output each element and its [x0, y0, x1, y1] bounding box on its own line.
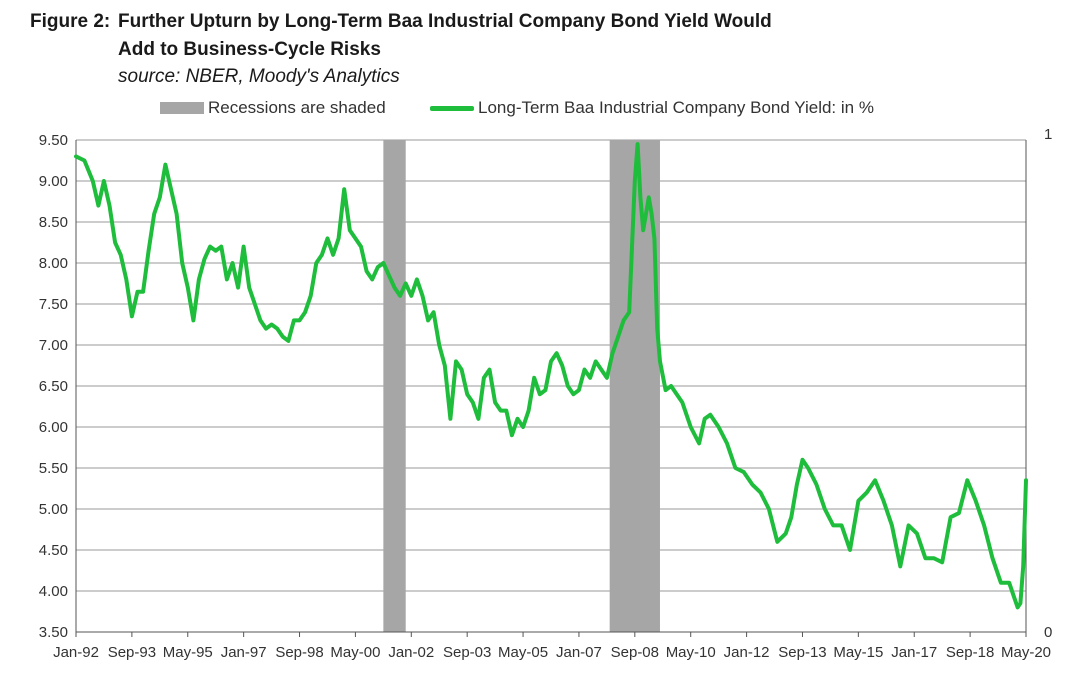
y-tick-label: 4.50 — [39, 542, 68, 559]
y-tick-label: 8.50 — [39, 214, 68, 231]
series-layer — [74, 142, 1028, 610]
legend-swatch-shade — [160, 102, 204, 114]
chart-source: source: NBER, Moody's Analytics — [118, 66, 400, 87]
tick-label-layer: 3.50 4.00 4.50 5.00 5.50 6.00 6.50 7.00 7.50 8.00… — [39, 126, 1053, 661]
legend-swatch-line — [430, 105, 474, 111]
y-tick-label: 6.50 — [39, 378, 68, 395]
y-tick-label: 5.00 — [39, 501, 68, 518]
y-tick-label: 7.00 — [39, 337, 68, 354]
y-tick-label: 6.00 — [39, 419, 68, 436]
chart-legend: Recessions are shaded Long-Term Baa Indu… — [0, 98, 1080, 124]
title-line-1: Further Upturn by Long-Term Baa Industri… — [118, 11, 772, 32]
y-tick-label: 9.00 — [39, 173, 68, 190]
legend-label-yield: Long-Term Baa Industrial Company Bond Yi… — [478, 98, 874, 117]
y-tick-label: 7.50 — [39, 296, 68, 313]
x-tick-label: Jan-07 — [556, 644, 602, 661]
recession-band — [383, 140, 406, 632]
chart-title: Figure 2: Further Upturn by Long-Term Baa… — [30, 8, 772, 64]
figure-label: Figure 2: — [30, 11, 111, 32]
legend-item-yield: Long-Term Baa Industrial Company Bond Yi… — [430, 98, 874, 118]
y-right-tick-label: 0 — [1044, 624, 1052, 641]
y-tick-label: 9.50 — [39, 132, 68, 149]
series-line-baa-yield — [74, 142, 1028, 610]
x-tick-label: May-20 — [1001, 644, 1051, 661]
legend-item-recessions: Recessions are shaded — [160, 98, 386, 118]
x-tick-label: May-15 — [833, 644, 883, 661]
x-tick-label: May-10 — [666, 644, 716, 661]
x-tick-label: May-05 — [498, 644, 548, 661]
x-tick-label: Sep-13 — [778, 644, 826, 661]
x-tick-label: May-00 — [330, 644, 380, 661]
legend-label-recessions: Recessions are shaded — [208, 98, 386, 117]
grid-layer — [76, 139, 1026, 633]
x-tick-label: Jan-12 — [724, 644, 770, 661]
x-tick-label: Jan-92 — [53, 644, 99, 661]
x-tick-label: Jan-97 — [221, 644, 267, 661]
x-tick-label: Jan-02 — [388, 644, 434, 661]
title-line-2: Add to Business-Cycle Risks — [118, 39, 381, 60]
x-tick-label: May-95 — [163, 644, 213, 661]
x-tick-label: Sep-98 — [275, 644, 323, 661]
x-tick-label: Sep-93 — [108, 644, 156, 661]
y-tick-label: 8.00 — [39, 255, 68, 272]
x-tick-label: Jan-17 — [891, 644, 937, 661]
axis-layer — [75, 140, 1027, 637]
y-tick-label: 4.00 — [39, 583, 68, 600]
y-right-tick-label: 1 — [1044, 126, 1052, 143]
x-tick-label: Sep-18 — [946, 644, 994, 661]
y-tick-label: 3.50 — [39, 624, 68, 641]
x-tick-label: Sep-03 — [443, 644, 491, 661]
y-tick-label: 5.50 — [39, 460, 68, 477]
x-tick-label: Sep-08 — [611, 644, 659, 661]
